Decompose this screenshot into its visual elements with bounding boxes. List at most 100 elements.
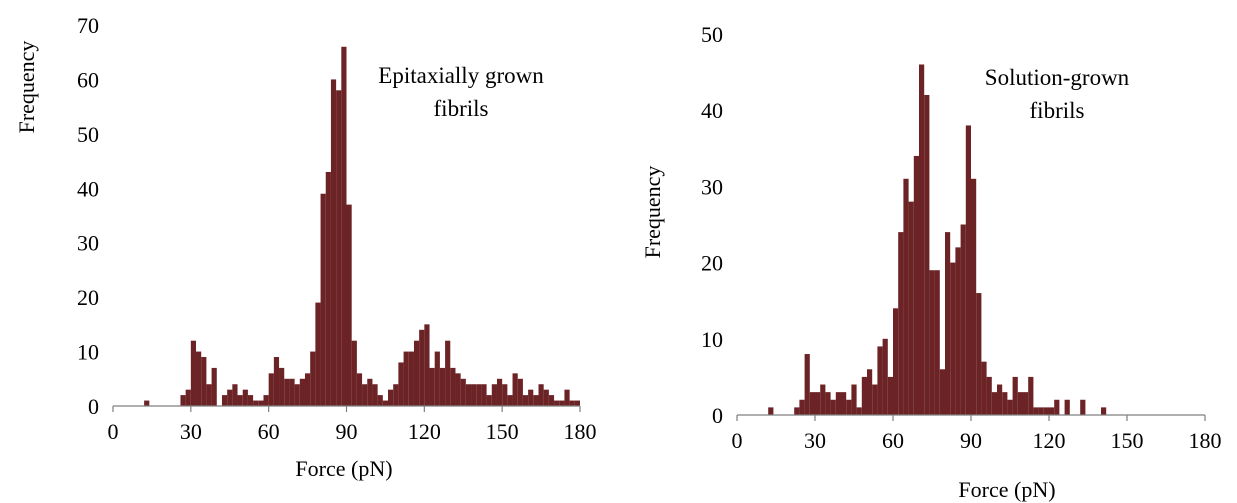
right-annotation-line2: fibrils (1030, 98, 1085, 123)
left-bar (424, 324, 430, 406)
left-y-tick-label: 20 (77, 285, 99, 310)
right-bar (867, 369, 873, 415)
right-bar (856, 407, 862, 415)
right-bar (924, 94, 930, 416)
right-bar (893, 308, 899, 415)
right-x-tick-label: 90 (960, 428, 982, 453)
left-bar (559, 400, 565, 406)
right-bar (971, 178, 977, 415)
left-bar (408, 351, 414, 406)
left-x-tick-label: 90 (336, 419, 358, 444)
right-bar (997, 384, 1003, 415)
left-bar (201, 357, 207, 406)
left-bar (434, 351, 440, 406)
left-bar (299, 378, 305, 406)
right-bar (919, 64, 925, 415)
right-bar (877, 346, 883, 415)
left-bar (512, 373, 518, 406)
right-bar (841, 392, 847, 415)
right-bar (903, 178, 909, 415)
left-bar (502, 384, 508, 406)
left-bar (450, 367, 456, 406)
left-bar (180, 395, 186, 406)
left-bar (382, 400, 389, 406)
right-bar (929, 270, 935, 415)
right-bar (861, 376, 867, 415)
left-bar (346, 204, 352, 406)
left-bar (481, 384, 487, 406)
left-bar (528, 389, 534, 406)
left-bar (486, 395, 492, 406)
left-bar (258, 400, 264, 406)
left-bar (294, 384, 300, 406)
right-bar (945, 232, 951, 415)
left-bar (491, 384, 497, 406)
right-bar (1007, 399, 1013, 415)
right-bar (794, 407, 800, 415)
left-bar (413, 340, 420, 406)
left-bar (185, 389, 191, 406)
right-bar (908, 201, 914, 415)
left-bar (517, 378, 523, 406)
right-bar (809, 392, 815, 415)
right-bar (965, 125, 971, 415)
left-bar (533, 395, 539, 406)
right-bar (804, 354, 810, 415)
right-bar (1064, 399, 1070, 415)
right-bar (1012, 376, 1018, 415)
left-bar (496, 378, 503, 406)
right-bar (986, 376, 992, 415)
left-bar (356, 373, 363, 406)
right-bar (934, 270, 940, 415)
right-y-tick-label: 20 (701, 251, 723, 276)
left-bar (367, 378, 373, 406)
right-bar (851, 384, 857, 415)
right-bar (1101, 407, 1107, 415)
right-y-tick-label: 10 (701, 327, 723, 352)
left-bar (289, 378, 295, 406)
left-annotation-line2: fibrils (434, 96, 489, 121)
right-x-tick-label: 30 (804, 428, 826, 453)
right-y-axis-label: Frequency (640, 166, 665, 259)
left-bar (227, 389, 233, 406)
right-bar (872, 384, 878, 415)
right-bar (1023, 392, 1029, 415)
left-y-tick-label: 50 (77, 122, 99, 147)
right-bar (913, 155, 919, 416)
left-bar (325, 171, 331, 406)
left-bar (543, 389, 549, 406)
left-y-tick-label: 40 (77, 176, 99, 201)
right-bar (1033, 407, 1039, 415)
right-x-tick-label: 180 (1189, 428, 1222, 453)
left-bar (574, 400, 580, 406)
right-bar (898, 232, 904, 415)
left-bar (471, 384, 477, 406)
right-bar (1038, 407, 1044, 415)
left-bar (455, 373, 461, 406)
left-x-tick-label: 120 (408, 419, 441, 444)
right-bar (976, 293, 982, 415)
left-bar (351, 340, 357, 406)
left-bar (190, 340, 197, 406)
left-x-tick-label: 60 (258, 419, 280, 444)
left-bar (279, 367, 285, 406)
left-bar (377, 395, 383, 406)
left-bar (336, 90, 342, 406)
right-x-tick-label: 60 (882, 428, 904, 453)
right-y-tick-label: 30 (701, 174, 723, 199)
left-bar (253, 400, 259, 406)
left-bar (144, 400, 150, 406)
left-bar (362, 384, 368, 406)
right-bar (1049, 407, 1055, 415)
left-annotation-line1: Epitaxially grown (378, 63, 544, 88)
left-bar (554, 400, 560, 406)
left-bar (232, 384, 238, 406)
left-bar (237, 395, 243, 406)
left-bar (263, 395, 269, 406)
right-x-tick-label: 150 (1111, 428, 1144, 453)
left-bar (372, 384, 378, 406)
left-y-tick-label: 60 (77, 67, 99, 92)
right-x-axis-label: Force (pN) (958, 477, 1055, 502)
left-bar (330, 79, 337, 407)
